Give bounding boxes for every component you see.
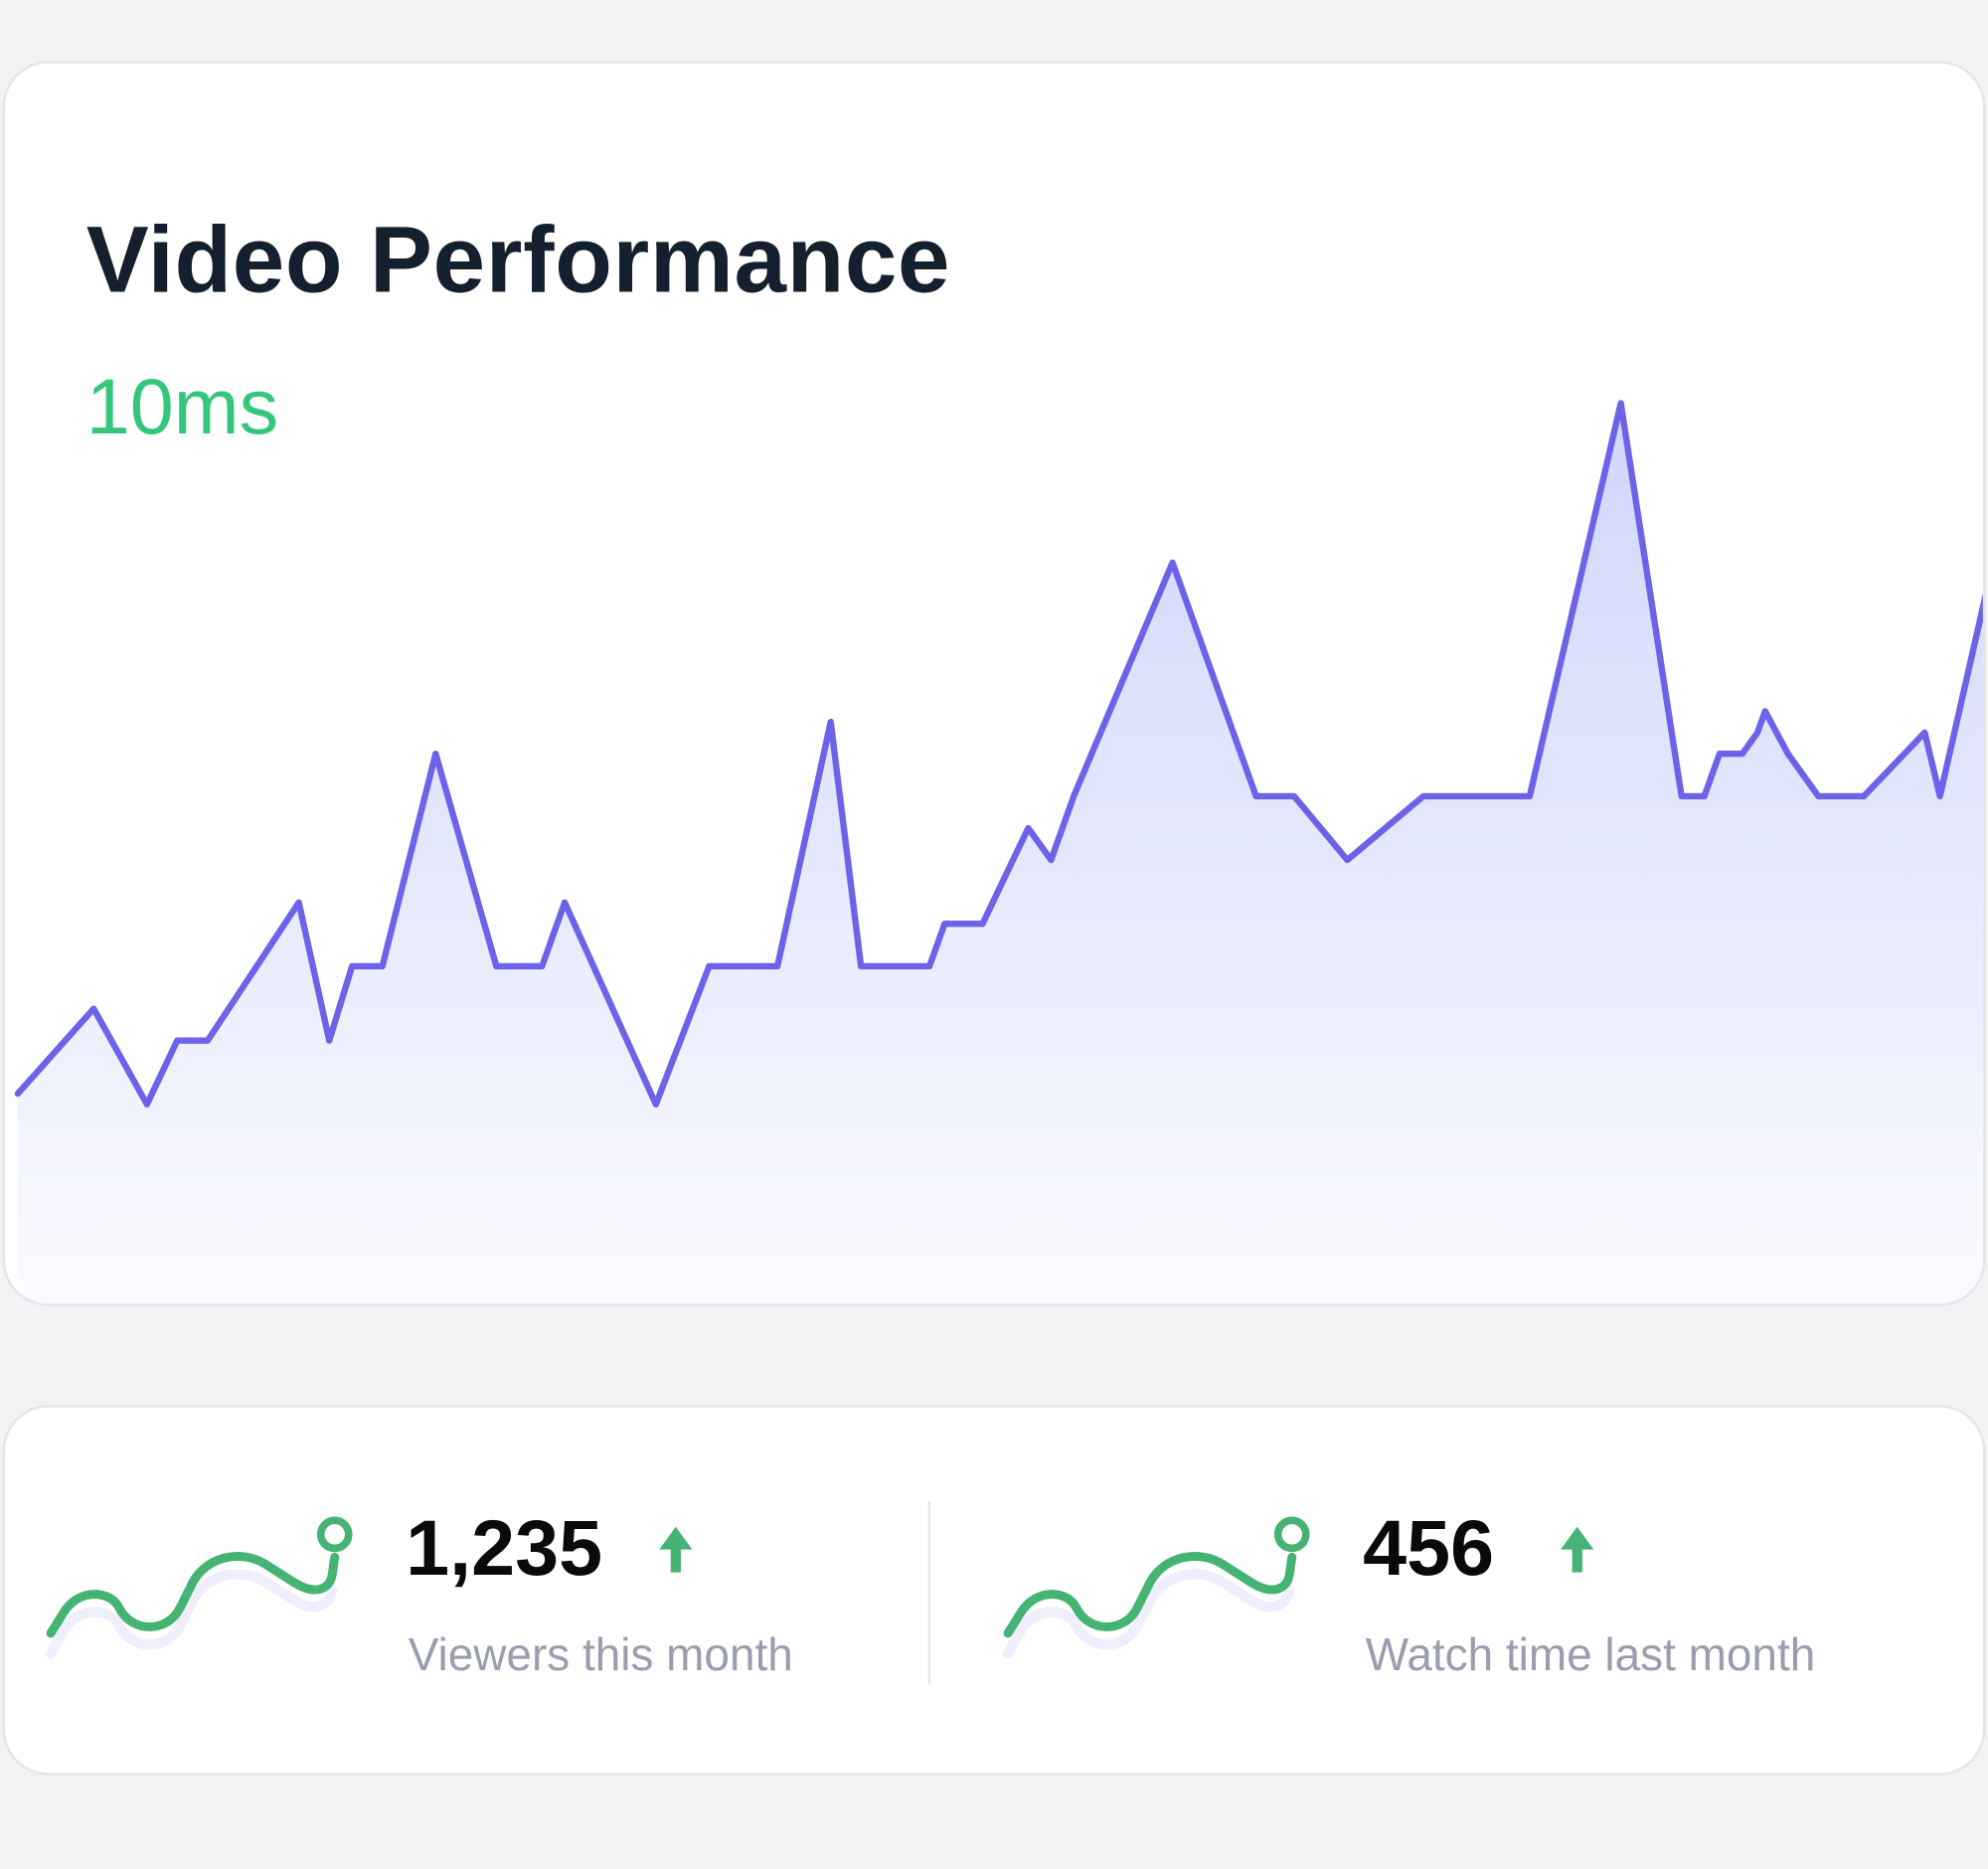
arrow-up-icon <box>659 1526 693 1573</box>
sparkline-icon <box>1002 1516 1310 1659</box>
stat-viewers: 1,235 Viewers this month <box>5 1408 928 1773</box>
latency-metric: 10ms <box>85 364 279 452</box>
area-fill <box>17 403 1983 1304</box>
series-line <box>14 400 1983 1108</box>
stat-watch-time: 456 Watch time last month <box>962 1408 1976 1773</box>
stats-card: 1,235 Viewers this month 456 Watch time … <box>2 1405 1986 1776</box>
card-title: Video Performance <box>85 206 951 312</box>
stat-label: Watch time last month <box>1365 1627 1816 1681</box>
divider <box>927 1501 931 1684</box>
stat-label: Viewers this month <box>408 1627 793 1681</box>
arrow-up-icon <box>1561 1526 1594 1573</box>
video-performance-card: Video Performance 10ms <box>2 61 1986 1306</box>
sparkline-icon <box>45 1516 353 1659</box>
stat-value: 1,235 <box>406 1505 603 1594</box>
stat-value: 456 <box>1363 1505 1495 1594</box>
performance-area-chart <box>14 400 1983 1304</box>
